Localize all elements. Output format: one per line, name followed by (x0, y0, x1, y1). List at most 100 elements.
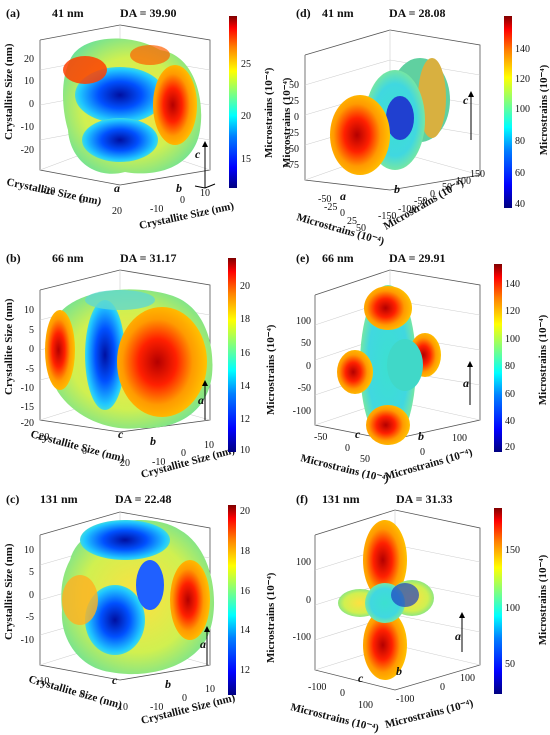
tick: -20 (21, 418, 34, 429)
tick: 80 (505, 361, 515, 372)
panel-a-zlabel: Crystallite Size (nm) (3, 43, 15, 140)
panel-d-size: 41 nm (322, 6, 354, 20)
panel-f-arrows (459, 612, 465, 652)
panel-b-xticks: -20 0 20 (36, 432, 130, 469)
tick: 5 (29, 567, 34, 578)
tick: -50 (414, 196, 427, 207)
tick: -10 (36, 676, 49, 687)
tick: -10 (150, 702, 163, 713)
panel-d-axis-a: a (340, 189, 346, 203)
tick: 14 (240, 625, 250, 636)
tick: 60 (505, 389, 515, 400)
tick: 0 (181, 448, 186, 459)
panel-e-cbticks: 140 120 100 80 60 40 20 (505, 279, 520, 453)
panel-a-zticks: 20 10 0 -10 -20 (21, 54, 34, 156)
tick: 20 (240, 281, 250, 292)
tick: -50 (314, 432, 327, 443)
tick: 16 (240, 348, 250, 359)
tick: 100 (460, 673, 475, 684)
panel-d-zlabel: Microstrains (10⁻⁴) (263, 67, 275, 158)
panel-e-cblabel: Microstrains (10⁻⁴) (537, 314, 549, 405)
panel-c-cbticks: 20 18 16 14 12 (240, 506, 250, 676)
panel-a-axis-c: c (195, 147, 201, 161)
panel-d-colorbar (504, 16, 512, 208)
tick: 10 (205, 684, 215, 695)
tick: 100 (296, 557, 311, 568)
tick: 40 (515, 199, 525, 210)
tick: -100 (293, 406, 311, 417)
tick: 0 (29, 590, 34, 601)
panel-a-colorbar (229, 16, 237, 188)
panel-e-colorbar (494, 264, 502, 452)
panel-e-yticks: 0 100 (420, 433, 467, 458)
panel-d-da: DA = 28.08 (389, 6, 446, 20)
panel-f-size: 131 nm (322, 492, 360, 506)
tick: -10 (21, 122, 34, 133)
panel-c-arrows (204, 626, 210, 665)
tick: -20 (21, 145, 34, 156)
panel-c-axis-b: b (165, 677, 171, 691)
tick: 10 (204, 440, 214, 451)
tick: -50 (298, 383, 311, 394)
tick: 10 (118, 702, 128, 713)
tick: 16 (240, 586, 250, 597)
tick: 50 (442, 182, 452, 193)
panel-a-surface (63, 38, 202, 174)
panel-e-da: DA = 29.91 (389, 251, 446, 265)
tick: 0 (420, 447, 425, 458)
panel-c-zticks: 10 5 0 -5 -10 (21, 545, 34, 646)
tick: 100 (515, 104, 530, 115)
panel-a-cbticks: 25 20 15 (241, 59, 251, 165)
tick: 20 (120, 458, 130, 469)
panel-f-xticks: -100 0 100 (308, 682, 373, 711)
panel-d-cblabel: Microstrains (10⁻⁴) (538, 64, 550, 155)
panel-e-xlabel: Microstrains (10⁻⁴) (299, 452, 390, 486)
tick: 25 (289, 96, 299, 107)
panel-c-surface (61, 520, 215, 675)
tick: 100 (296, 316, 311, 327)
tick: 0 (294, 112, 299, 123)
tick: -20 (36, 432, 49, 443)
tick: 0 (80, 689, 85, 700)
tick: 0 (182, 693, 187, 704)
tick: 50 (301, 338, 311, 349)
tick: 12 (240, 414, 250, 425)
tick: 0 (29, 344, 34, 355)
tick: -10 (21, 383, 34, 394)
tick: 100 (505, 334, 520, 345)
panel-d-label: (d) (296, 6, 311, 20)
tick: 20 (240, 506, 250, 517)
tick: 10 (24, 545, 34, 556)
panel-b-cbticks: 20 18 16 14 12 10 (240, 281, 250, 456)
panel-b-surface (45, 289, 213, 429)
tick: -5 (26, 364, 34, 375)
tick: 150 (505, 545, 520, 556)
tick: -25 (324, 202, 337, 213)
tick: 100 (358, 700, 373, 711)
tick: -150 (378, 211, 396, 222)
tick: -100 (396, 694, 414, 705)
panel-b-axis-a: a (198, 393, 204, 407)
tick: 0 (306, 361, 311, 372)
panel-a-axis-a: a (114, 181, 120, 195)
tick: 140 (505, 279, 520, 290)
panel-e-size: 66 nm (322, 251, 354, 265)
panel-a-xlabel: Crystallite Size (nm) (5, 176, 102, 208)
panel-c-zlabel: Crystallite Size (nm) (3, 543, 15, 640)
panel-d-yticks: -150 -100 -50 0 50 100 150 (378, 169, 485, 222)
panel-d-axis-c: c (463, 93, 469, 107)
panel-e-zlabel: Microstrains (10⁻⁴) (265, 324, 277, 415)
tick: -100 (293, 632, 311, 643)
tick: 0 (180, 195, 185, 206)
tick: 10 (24, 305, 34, 316)
tick: 15 (241, 154, 251, 165)
panel-f-yticks: -100 0 100 (396, 673, 475, 705)
tick: 20 (241, 111, 251, 122)
panel-f-axis-b: b (396, 664, 402, 678)
panel-b: (b) 66 nm DA = 31.17 10 5 0 -5 -10 -15 -… (3, 251, 250, 481)
panel-b-yticks: -10 0 10 (152, 440, 214, 468)
tick: 150 (470, 169, 485, 180)
panel-b-arrows (202, 380, 208, 420)
tick: 10 (200, 188, 210, 199)
tick: 0 (340, 688, 345, 699)
